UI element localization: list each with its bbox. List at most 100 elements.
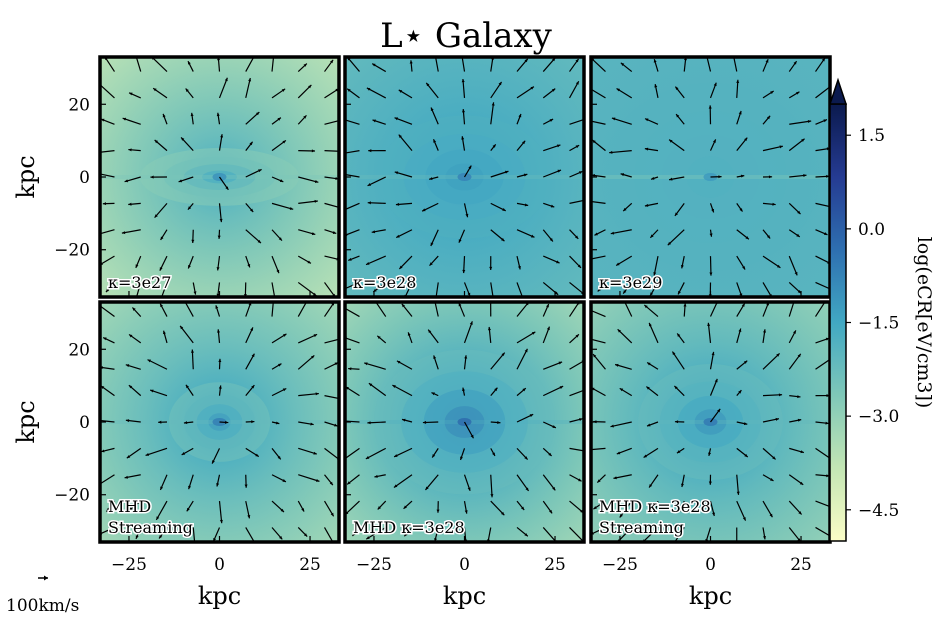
- velocity-arrowhead: [129, 92, 133, 96]
- velocity-arrow: [298, 200, 318, 204]
- velocity-arrowhead: [762, 536, 766, 540]
- velocity-arrowhead: [394, 117, 399, 121]
- velocity-arrowhead: [464, 510, 468, 514]
- velocity-arrowhead: [653, 272, 657, 276]
- velocity-arrowhead: [823, 232, 828, 235]
- velocity-arrowhead: [125, 419, 130, 423]
- velocity-arrowhead: [244, 484, 248, 488]
- velocity-arrow: [367, 176, 386, 187]
- velocity-arrowhead: [185, 88, 189, 92]
- velocity-arrowhead: [825, 421, 829, 425]
- velocity-arrowhead: [347, 88, 351, 92]
- velocity-arrowhead: [428, 329, 432, 334]
- velocity-arrow: [100, 229, 115, 235]
- velocity-arrowhead: [578, 171, 583, 175]
- velocity-arrowhead: [248, 78, 252, 82]
- velocity-arrowhead: [683, 303, 687, 307]
- velocity-arrowhead: [669, 139, 673, 143]
- velocity-arrowhead: [368, 149, 372, 153]
- velocity-arrowhead: [793, 61, 797, 65]
- velocity-arrow: [434, 57, 439, 72]
- velocity-arrowhead: [494, 387, 498, 392]
- velocity-arrowhead: [674, 385, 678, 390]
- velocity-arrowhead: [531, 331, 536, 335]
- velocity-arrow: [568, 80, 580, 99]
- velocity-arrowhead: [279, 179, 284, 182]
- velocity-arrowhead: [801, 138, 805, 142]
- velocity-arrow: [542, 281, 559, 296]
- velocity-arrowhead: [709, 272, 713, 276]
- velocity-arrow: [648, 322, 659, 344]
- velocity-arrowhead: [524, 348, 528, 353]
- velocity-arrowhead: [190, 112, 194, 117]
- velocity-arrowhead: [736, 79, 740, 83]
- velocity-arrowhead: [803, 174, 807, 178]
- velocity-arrow: [516, 474, 530, 492]
- velocity-arrowhead: [403, 505, 407, 509]
- velocity-arrowhead: [396, 360, 401, 364]
- velocity-arrowhead: [530, 86, 534, 90]
- velocity-arrowhead: [616, 88, 621, 92]
- velocity-arrowhead: [776, 353, 780, 357]
- velocity-arrowhead: [650, 234, 654, 238]
- velocity-arrowhead: [735, 546, 738, 549]
- quiver-key-arrowhead: [44, 575, 48, 581]
- velocity-arrowhead: [153, 88, 157, 92]
- velocity-arrowhead: [644, 118, 649, 122]
- velocity-arrowhead: [101, 449, 105, 453]
- velocity-arrowhead: [425, 486, 429, 490]
- velocity-arrow: [150, 57, 168, 72]
- velocity-arrowhead: [128, 202, 132, 206]
- velocity-arrowhead: [429, 262, 433, 266]
- velocity-arrowhead: [738, 390, 742, 394]
- velocity-arrowhead: [372, 63, 376, 67]
- velocity-arrow: [569, 118, 584, 125]
- velocity-arrowhead: [654, 510, 657, 514]
- velocity-arrowhead: [644, 147, 649, 151]
- velocity-arrowhead: [180, 325, 184, 330]
- velocity-arrowhead: [800, 450, 804, 454]
- velocity-arrowhead: [433, 355, 437, 359]
- colorbar-tick-label: 0.0: [858, 220, 885, 240]
- velocity-arrowhead: [433, 139, 437, 143]
- velocity-arrow: [271, 202, 294, 210]
- velocity-arrowhead: [575, 235, 579, 239]
- velocity-arrowhead: [676, 114, 680, 118]
- velocity-arrow: [591, 447, 606, 451]
- velocity-arrow: [461, 57, 466, 72]
- velocity-arrowhead: [623, 207, 627, 212]
- velocity-arrowhead: [674, 212, 679, 216]
- panel-label: MHD: [108, 497, 151, 516]
- velocity-arrow: [624, 302, 633, 317]
- velocity-arrowhead: [365, 456, 370, 459]
- velocity-arrowhead: [492, 452, 495, 456]
- panel-label: MHD κ=3e28: [353, 518, 465, 537]
- x-tick-label: 0: [214, 555, 225, 575]
- velocity-arrowhead: [366, 536, 370, 540]
- velocity-arrowhead: [430, 107, 434, 111]
- velocity-arrow: [569, 447, 584, 452]
- velocity-arrowhead: [548, 452, 552, 456]
- velocity-arrowhead: [559, 386, 564, 389]
- velocity-arrow: [788, 353, 802, 370]
- colorbar: 1.5 0.0 −1.5 −3.0 −4.5 log(eCR[eV/cm3]): [828, 77, 935, 542]
- velocity-arrowhead: [154, 139, 159, 144]
- velocity-arrow: [345, 420, 360, 423]
- colorbar-tick-label: −1.5: [858, 314, 899, 334]
- velocity-arrow: [591, 120, 606, 125]
- velocity-arrow: [218, 501, 223, 524]
- velocity-arrowhead: [770, 478, 774, 481]
- velocity-arrowhead: [224, 77, 228, 82]
- velocity-arrow: [610, 229, 632, 235]
- velocity-arrowhead: [422, 420, 427, 424]
- y-tick-label: −20: [54, 241, 90, 261]
- velocity-arrowhead: [504, 170, 509, 174]
- velocity-arrow: [569, 389, 584, 397]
- velocity-arrowhead: [501, 237, 505, 242]
- panel-label: κ=3e27: [108, 273, 171, 292]
- velocity-arrow: [591, 57, 606, 72]
- velocity-arrowhead: [546, 326, 550, 331]
- velocity-arrow: [298, 333, 318, 344]
- velocity-arrowhead: [674, 420, 679, 424]
- velocity-arrow: [815, 281, 830, 290]
